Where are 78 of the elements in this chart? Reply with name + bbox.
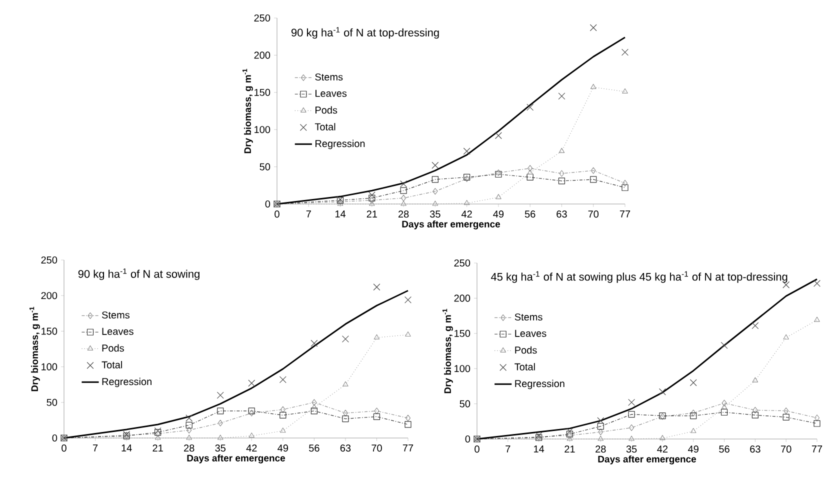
x-tick-label: 35	[430, 210, 440, 218]
x-tick-label: 77	[620, 210, 630, 218]
x-tick-label: 0	[62, 444, 66, 452]
x-tick-label: 42	[461, 210, 472, 218]
x-tick-label: 56	[524, 210, 536, 218]
y-tick-label: 250	[254, 14, 270, 22]
y-tick-label: 200	[254, 52, 270, 59]
x-tick-label: 63	[556, 210, 567, 218]
x-axis-title: Days after emergence	[402, 220, 500, 230]
y-tick-label: 150	[454, 330, 470, 337]
x-tick-label: 7	[506, 446, 510, 452]
legend-label: Regression	[316, 140, 365, 150]
x-tick-label: 56	[309, 444, 320, 452]
x-tick-label: 77	[812, 446, 822, 452]
y-tick-label: 100	[454, 365, 470, 372]
y-tick-label: 200	[454, 294, 470, 302]
legend-label: Regression	[102, 378, 152, 388]
y-tick-label: 100	[254, 126, 270, 134]
legend-label: Regression	[515, 380, 564, 390]
legend-label: Leaves	[316, 90, 347, 97]
x-tick-label: 7	[93, 444, 98, 452]
x-tick-label: 21	[564, 446, 575, 453]
x-tick-label: 7	[306, 210, 311, 218]
x-tick-label: 42	[246, 444, 257, 452]
legend-label: Total	[102, 361, 122, 368]
text: 90 kg ha$^{-1}$ of N at top-dressing	[291, 27, 439, 39]
x-tick-label: 21	[366, 210, 377, 218]
y-tick-label: 150	[254, 88, 270, 96]
x-tick-label: 28	[398, 210, 409, 218]
y-tick-label: 50	[260, 163, 270, 170]
x-tick-label: 49	[688, 446, 698, 453]
x-tick-label: 56	[719, 446, 730, 453]
legend-label: Total	[314, 123, 336, 130]
legend-label: Stems	[102, 311, 130, 319]
y-tick-label: 0	[265, 200, 270, 208]
x-tick-label: 49	[493, 210, 504, 218]
x-tick-label: 77	[402, 444, 414, 452]
legend-label: Pods	[316, 106, 338, 114]
y-tick-label: 50	[460, 400, 470, 408]
x-tick-label: 49	[278, 444, 288, 452]
legend-label: Stems	[315, 73, 343, 81]
x-tick-label: 70	[588, 210, 599, 218]
y-tick-label: 0	[465, 435, 470, 443]
x-tick-label: 14	[335, 210, 346, 218]
y-tick-label: 250	[41, 256, 58, 264]
legend-label: Leaves	[102, 328, 134, 335]
y-axis-title: Dry biomass, g m$^{-1}$	[30, 306, 40, 392]
y-axis-title: Dry biomass, g m$^{-1}$	[442, 308, 453, 394]
legend-label: Total	[514, 363, 535, 370]
y-tick-label: 200	[41, 292, 58, 300]
y-tick-label: 100	[42, 363, 58, 370]
legend-label: Leaves	[515, 330, 546, 337]
x-axis-title: Days after emergence	[598, 455, 696, 464]
x-tick-label: 21	[152, 444, 163, 452]
legend-label: Pods	[102, 344, 124, 352]
x-tick-label: 70	[781, 446, 792, 453]
x-tick-label: 63	[340, 444, 351, 452]
y-tick-label: 150	[42, 328, 58, 335]
x-tick-label: 63	[750, 446, 760, 453]
x-tick-label: 14	[122, 444, 132, 452]
text: 45 kg ha$^{-1}$ of N at sowing plus 45 kg ha$^{-1}$ of N at top-dressing	[490, 271, 788, 283]
x-tick-label: 42	[657, 446, 668, 453]
x-tick-label: 14	[534, 446, 544, 452]
x-tick-label: 0	[474, 446, 480, 453]
x-tick-label: 28	[184, 444, 194, 452]
x-tick-label: 28	[596, 446, 606, 453]
y-axis-title: Dry biomass, g m$^{-1}$	[242, 68, 253, 154]
x-tick-label: 35	[215, 444, 226, 452]
x-axis-title: Days after emergence	[187, 454, 286, 464]
x-tick-label: 35	[626, 446, 637, 453]
x-tick-label: 0	[274, 210, 280, 218]
y-tick-label: 50	[46, 398, 58, 406]
x-tick-label: 70	[372, 444, 382, 452]
text: 90 kg ha$^{-1}$ of N at sowing	[78, 268, 200, 280]
y-tick-label: 250	[454, 259, 470, 267]
legend-label: Stems	[514, 313, 542, 321]
y-tick-label: 0	[52, 434, 58, 442]
legend-label: Pods	[515, 346, 537, 354]
